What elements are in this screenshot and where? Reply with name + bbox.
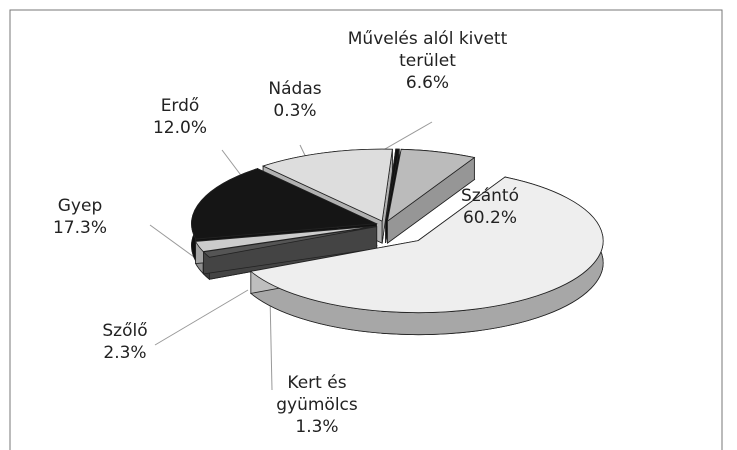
slice <box>385 148 400 222</box>
slice-label: Erdő 12.0% <box>130 95 230 139</box>
value-label: 6.6% <box>405 73 450 93</box>
value-label: 17.3% <box>52 218 107 238</box>
category-label: Művelés alól kivett terület <box>347 29 508 71</box>
slice-label: Gyep 17.3% <box>40 195 120 239</box>
slice <box>249 176 604 313</box>
slice-label: Nádas 0.3% <box>250 78 340 122</box>
slice-label: Művelés alól kivett terület 6.6% <box>340 28 515 94</box>
slice <box>191 168 379 240</box>
category-label: Szőlő <box>102 321 148 341</box>
value-label: 60.2% <box>462 208 517 228</box>
slice-label: Szántó 60.2% <box>440 185 540 229</box>
leader-lines <box>149 121 433 391</box>
category-label: Kert és gyümölcs <box>276 373 358 415</box>
category-label: Szántó <box>461 186 519 206</box>
slice-label: Kert és gyümölcs 1.3% <box>262 372 372 438</box>
value-label: 2.3% <box>103 343 147 363</box>
category-label: Nádas <box>268 79 322 99</box>
category-label: Gyep <box>57 196 103 216</box>
slice <box>194 225 377 252</box>
slice-label: Szőlő 2.3% <box>85 320 165 364</box>
slice <box>202 226 377 258</box>
slice <box>386 148 476 223</box>
slice <box>262 148 393 222</box>
value-label: 0.3% <box>273 101 317 121</box>
category-label: Erdő <box>160 96 200 116</box>
slice-tops <box>191 148 604 313</box>
value-label: 12.0% <box>152 118 207 138</box>
frame <box>9 9 723 450</box>
value-label: 1.3% <box>295 417 339 437</box>
